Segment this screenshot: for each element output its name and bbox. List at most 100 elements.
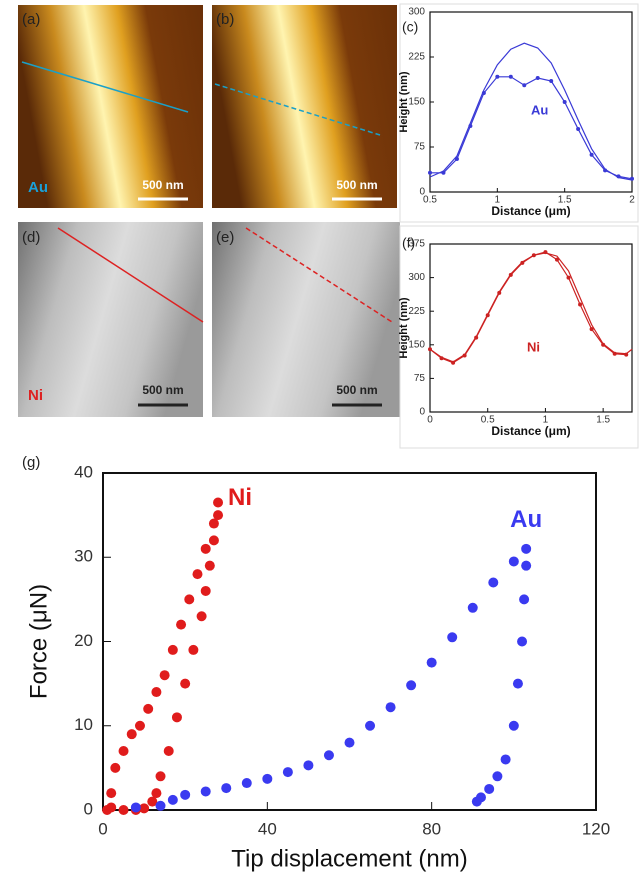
data-point: [163, 746, 174, 757]
data-point: [110, 762, 121, 773]
data-point: [508, 74, 513, 79]
data-point: [500, 754, 511, 765]
data-point: [462, 353, 467, 358]
x-tick-label: 2: [629, 195, 635, 206]
data-point: [447, 632, 458, 643]
data-point: [118, 805, 129, 815]
data-point: [616, 174, 621, 179]
data-point: [323, 750, 334, 761]
data-point: [485, 313, 490, 318]
data-point: [221, 783, 232, 794]
data-point: [508, 720, 519, 731]
data-point: [578, 302, 583, 307]
x-tick-label: 0: [98, 819, 107, 838]
series-line: [430, 76, 633, 180]
data-point: [151, 687, 162, 698]
data-point: [262, 773, 273, 784]
x-tick-label: 120: [582, 819, 610, 838]
data-point: [130, 802, 141, 813]
data-point: [488, 577, 499, 588]
data-point: [543, 250, 548, 255]
panel-label: (f): [402, 235, 415, 251]
data-point: [531, 253, 536, 258]
data-point: [365, 720, 376, 731]
data-point: [566, 275, 571, 280]
data-point: [603, 168, 608, 173]
x-axis-label: Distance (μm): [491, 424, 570, 438]
data-point: [155, 771, 166, 782]
data-point: [517, 636, 528, 647]
data-point: [167, 794, 178, 805]
data-point: [180, 678, 191, 689]
y-tick-label: 300: [408, 272, 425, 283]
data-point: [385, 702, 396, 713]
x-tick-label: 1: [495, 195, 501, 206]
data-point: [192, 569, 203, 580]
data-point: [200, 786, 211, 797]
data-point: [497, 290, 502, 295]
data-point: [208, 518, 219, 529]
data-point: [204, 560, 215, 571]
y-axis-label: Height (nm): [398, 71, 410, 132]
data-point: [554, 257, 559, 262]
x-axis-label: Tip displacement (nm): [231, 845, 468, 872]
data-point: [521, 560, 532, 571]
panel-label: (b): [216, 11, 234, 28]
x-tick-label: 40: [258, 819, 277, 838]
data-point: [188, 644, 199, 655]
data-point: [171, 712, 182, 723]
data-point: [208, 535, 219, 546]
data-point: [612, 351, 617, 356]
data-point: [406, 680, 417, 691]
data-point: [147, 796, 158, 807]
image-a: (a) Au 500 nm: [18, 5, 203, 208]
x-tick-label: 1.5: [596, 415, 610, 426]
series-label: Ni: [228, 484, 252, 511]
data-point: [428, 347, 432, 352]
data-point: [576, 127, 581, 131]
x-axis-label: Distance (μm): [491, 204, 570, 218]
scan-line: [57, 227, 204, 323]
data-point: [428, 170, 432, 175]
y-tick-label: 375: [408, 239, 425, 250]
scan-line: [245, 227, 393, 323]
data-point: [521, 543, 532, 554]
data-point: [180, 789, 191, 800]
y-tick-label: 0: [419, 407, 425, 418]
data-point: [200, 585, 211, 596]
y-tick-label: 40: [74, 462, 93, 481]
annotation: Ni: [527, 340, 540, 355]
data-point: [106, 788, 117, 799]
y-tick-label: 20: [74, 631, 93, 650]
afm-image: [212, 5, 397, 208]
data-point: [426, 657, 437, 668]
data-point: [303, 760, 314, 771]
data-point: [213, 497, 224, 508]
scale-label: 500 nm: [336, 383, 377, 397]
data-point: [522, 83, 527, 88]
data-point: [492, 771, 503, 782]
data-point: [549, 79, 554, 83]
y-tick-label: 150: [408, 97, 425, 108]
panel-label: (e): [216, 229, 234, 246]
y-tick-label: 10: [74, 715, 93, 734]
data-point: [454, 157, 459, 161]
scan-line: [21, 61, 189, 113]
data-point: [601, 342, 606, 347]
data-point: [508, 556, 519, 567]
data-point: [484, 783, 495, 794]
annotation: Au: [531, 102, 548, 117]
y-axis-label: Height (nm): [398, 297, 410, 358]
data-point: [508, 272, 513, 277]
panel-label: (c): [402, 19, 418, 35]
x-tick-label: 1: [543, 415, 549, 426]
data-point: [106, 802, 117, 813]
material-label: Ni: [28, 387, 43, 404]
afm-image: [18, 222, 203, 417]
data-point: [143, 703, 154, 714]
scan-line: [214, 83, 381, 136]
data-point: [344, 737, 355, 748]
y-tick-label: 300: [408, 7, 425, 18]
panel-label: (a): [22, 11, 40, 28]
y-tick-label: 150: [408, 339, 425, 350]
